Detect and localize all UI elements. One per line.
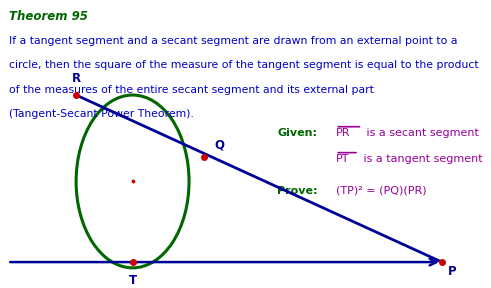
Text: is a secant segment: is a secant segment	[363, 128, 479, 138]
Text: (Tangent-Secant Power Theorem).: (Tangent-Secant Power Theorem).	[9, 109, 194, 120]
Text: PT: PT	[336, 154, 350, 164]
Text: (TP)² = (PQ)(PR): (TP)² = (PQ)(PR)	[336, 186, 427, 196]
Text: of the measures of the entire secant segment and its external part: of the measures of the entire secant seg…	[9, 85, 374, 95]
Text: circle, then the square of the measure of the tangent segment is equal to the pr: circle, then the square of the measure o…	[9, 60, 478, 71]
Text: If a tangent segment and a secant segment are drawn from an external point to a: If a tangent segment and a secant segmen…	[9, 36, 457, 46]
Text: R: R	[72, 72, 81, 85]
Text: Prove:: Prove:	[277, 186, 318, 196]
Text: T: T	[129, 274, 136, 287]
Text: Given:: Given:	[277, 128, 317, 138]
Text: Q: Q	[215, 138, 224, 151]
Text: is a tangent segment: is a tangent segment	[360, 154, 483, 164]
Text: PR: PR	[336, 128, 351, 138]
Text: P: P	[448, 265, 457, 278]
Text: Theorem 95: Theorem 95	[9, 10, 88, 23]
